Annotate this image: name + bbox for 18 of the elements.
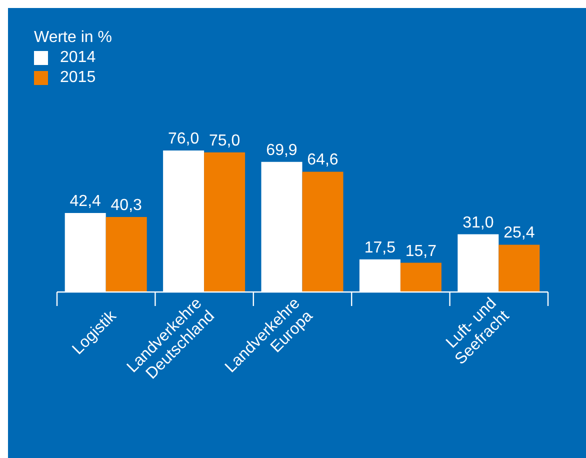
bar bbox=[498, 244, 540, 292]
data-label: 15,7 bbox=[405, 242, 437, 260]
data-label: 40,3 bbox=[110, 196, 142, 214]
data-label: 42,4 bbox=[70, 193, 102, 210]
data-label: 17,5 bbox=[364, 239, 396, 256]
bar bbox=[302, 172, 344, 292]
data-label: 64,6 bbox=[307, 152, 338, 169]
bar bbox=[400, 262, 442, 292]
bar bbox=[106, 216, 147, 292]
data-label: 75,0 bbox=[208, 132, 240, 150]
data-label: 31,0 bbox=[462, 214, 494, 232]
legend-label: 2014 bbox=[60, 48, 96, 68]
data-label: 25,4 bbox=[504, 224, 535, 242]
data-label: 76,0 bbox=[168, 130, 200, 148]
data-label: 69,9 bbox=[266, 142, 298, 159]
legend-title: Werte in % bbox=[34, 28, 112, 48]
legend-label: 2015 bbox=[60, 68, 96, 88]
bar bbox=[204, 152, 246, 292]
